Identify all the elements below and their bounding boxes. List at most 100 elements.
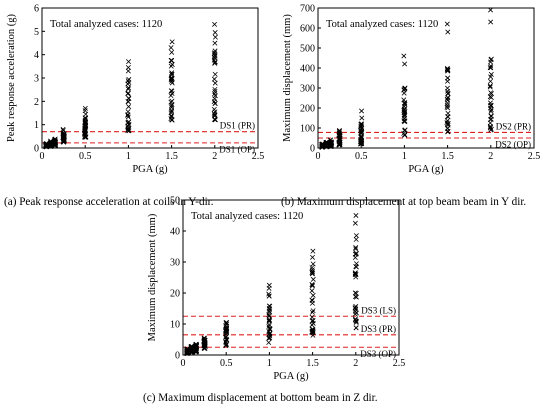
point-3-outlier-0: [60, 128, 66, 133]
point-6-31: [444, 85, 450, 91]
point-2-33: [193, 344, 199, 350]
point-4-26: [358, 128, 364, 134]
point-7-18: [353, 233, 359, 239]
point-6-29: [168, 88, 174, 94]
point-3-32: [337, 139, 343, 145]
point-4-30: [359, 138, 365, 144]
y-tick-label-1: 1: [34, 120, 39, 131]
point-5-outlier-0: [402, 61, 408, 67]
threshold-label-0: DS3 (LS): [361, 305, 396, 315]
y-tick-label-4: 4: [34, 50, 39, 61]
point-5-2: [402, 100, 408, 106]
y-tick-label-6: 600: [300, 24, 315, 35]
point-3-outlier-1: [60, 126, 66, 132]
y-tick-label-6: 6: [34, 4, 39, 15]
x-tick-label-2: 1: [402, 151, 407, 162]
y-tick-label-3: 30: [170, 258, 180, 269]
y-tick-label-0: 0: [175, 351, 180, 362]
point-6-25: [309, 265, 315, 271]
point-0-33: [43, 143, 49, 149]
point-7-29: [353, 263, 359, 269]
y-tick-label-2: 200: [300, 104, 315, 115]
point-5-33: [125, 99, 131, 105]
point-1-33: [47, 141, 53, 147]
point-7-10: [487, 84, 493, 90]
point-6-30: [445, 68, 451, 74]
y-tick-label-5: 50: [170, 196, 180, 207]
point-7-18: [212, 86, 218, 92]
threshold-label-1: DS2 (OP): [495, 140, 531, 150]
point-3-33: [337, 140, 343, 146]
point-3-29: [337, 133, 343, 139]
point-7-20: [212, 100, 218, 106]
y-tick-label-5: 500: [300, 44, 315, 55]
point-4-33: [224, 320, 230, 326]
point-6-33: [445, 105, 451, 111]
point-2-30: [327, 137, 333, 143]
point-3-32: [202, 342, 208, 348]
point-7-outlier-0: [212, 34, 218, 40]
point-7-26: [212, 71, 218, 77]
chart-b: 0 0.5 1 1.5 2 2.5 0 100 200 300 400 500 600 700 PGA (g…: [282, 4, 540, 176]
markers: [43, 21, 218, 150]
point-5-3: [401, 97, 407, 103]
point-7-33: [352, 305, 358, 311]
y-tick-label-4: 40: [170, 227, 180, 238]
point-2-33: [328, 140, 334, 146]
plot-frame: [182, 199, 400, 356]
point-5-16: [125, 113, 131, 118]
x-tick-label-1: 0.5: [220, 358, 233, 369]
y-tick-label-7: 700: [300, 4, 315, 15]
chart-a: 0 0.5 1 1.5 2 2.5 0 1 2 3 4 5 6 PGA (g) Peak response …: [6, 4, 264, 176]
point-4-31: [223, 331, 229, 337]
point-7-27: [487, 65, 493, 71]
point-6-outlier-1: [168, 45, 174, 51]
point-5-17: [125, 125, 131, 131]
point-6-11: [310, 283, 315, 289]
point-5-30: [402, 132, 408, 138]
point-6-outlier-2: [169, 39, 175, 45]
point-4-29: [82, 117, 88, 123]
point-7-30: [353, 290, 359, 296]
point-5-5: [126, 85, 132, 91]
point-3-33: [61, 134, 67, 140]
point-2-26: [192, 348, 198, 354]
point-5-24: [401, 130, 407, 136]
x-tick-label-1: 0.5: [79, 151, 92, 162]
point-4-32: [224, 325, 230, 331]
point-5-26: [402, 128, 408, 134]
point-6-20: [445, 95, 451, 101]
threshold-label-1: DS1 (OP): [219, 144, 255, 154]
point-3-33: [202, 337, 208, 343]
point-4-28: [82, 123, 88, 129]
point-6-12: [309, 314, 315, 320]
point-7-26: [353, 246, 359, 252]
point-6-outlier-0: [310, 254, 315, 260]
point-5-23: [266, 313, 272, 319]
point-4-22: [223, 343, 229, 349]
point-0-31: [43, 142, 49, 148]
point-7-33: [212, 117, 218, 123]
point-6-outlier-0: [169, 49, 175, 55]
point-4-18: [82, 134, 88, 140]
y-axis-label: Peak response acceleration (g): [6, 14, 17, 142]
point-6-21: [444, 118, 450, 124]
y-axis-label: Maximum displacement (mm): [147, 213, 158, 341]
point-7-15: [353, 236, 359, 242]
point-6-14: [444, 96, 450, 102]
point-7-25: [211, 57, 217, 63]
point-7-21: [211, 106, 217, 112]
x-tick-label-0: 0: [40, 151, 45, 162]
y-axis-label: Maximum displacement (mm): [282, 14, 293, 142]
point-6-33: [169, 98, 175, 104]
caption-c: (c) Maximum displacement at bottom beam …: [143, 392, 378, 404]
point-6-outlier-1: [444, 21, 450, 27]
x-tick-label-2: 1: [267, 358, 272, 369]
point-5-29: [126, 121, 132, 127]
point-7-32: [488, 102, 494, 108]
point-7-28: [212, 93, 218, 99]
point-6-12: [444, 66, 450, 72]
x-axis-label: PGA (g): [408, 164, 444, 175]
point-6-10: [169, 70, 175, 76]
